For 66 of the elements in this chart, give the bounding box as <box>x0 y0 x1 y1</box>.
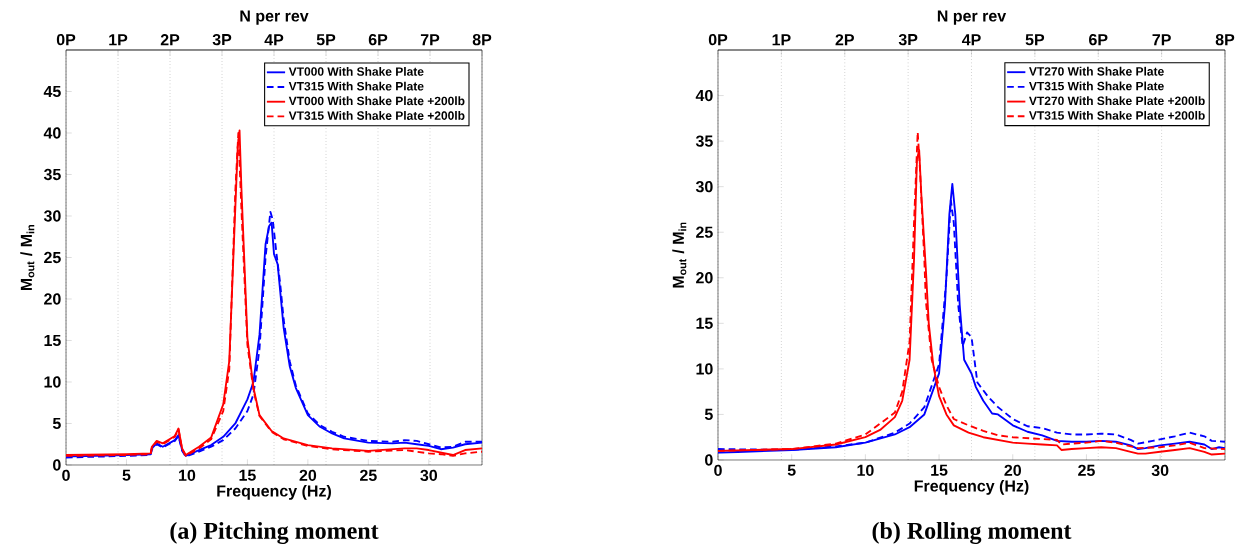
x2-tick-label: 5P <box>316 34 336 46</box>
text: (b) Rolling moment <box>872 522 1072 544</box>
x2-tick-label: 8P <box>472 33 492 46</box>
y-tick-label: 20 <box>696 272 713 284</box>
x-tick-label: 20 <box>299 469 317 482</box>
y-tick-label: 0 <box>705 454 713 466</box>
legend-label: VT000 With Shake Plate +200lb <box>288 96 465 106</box>
y-tick-label: 10 <box>44 376 61 388</box>
x2-tick-label: 3P <box>898 33 918 46</box>
x2-axis-title: N per rev <box>937 10 1007 25</box>
x2-tick-label: 7P <box>1152 34 1171 46</box>
x-tick-label: 25 <box>1078 464 1095 477</box>
y-tick-label: 20 <box>44 293 61 305</box>
x-tick-label: 30 <box>1151 464 1169 477</box>
x2-tick-label: 6P <box>368 33 388 46</box>
y-tick-label: 40 <box>695 89 713 102</box>
x2-tick-label: 4P <box>961 34 981 46</box>
legend-label: VT315 With Shake Plate +200lb <box>288 111 465 120</box>
x2-tick-label: 5P <box>1025 34 1045 46</box>
x-tick-label: 0 <box>714 464 722 477</box>
y-tick-label: 35 <box>43 168 61 181</box>
legend-label: VT315 With Shake Plate <box>288 81 424 91</box>
x2-tick-label: 1P <box>109 34 128 46</box>
y-tick-label: 30 <box>43 210 61 222</box>
x-tick-label: 15 <box>931 464 948 476</box>
x2-tick-label: 2P <box>835 34 854 46</box>
x-tick-label: 0 <box>62 469 70 482</box>
legend-label: VT000 With Shake Plate <box>288 66 424 76</box>
y-tick-label: 5 <box>52 417 61 430</box>
x2-tick-label: 7P <box>420 34 440 46</box>
x2-tick-label: 0P <box>708 33 728 46</box>
y-tick-label: 30 <box>695 180 713 193</box>
x2-tick-label: 3P <box>212 33 232 46</box>
y-tick-label: 45 <box>43 85 61 98</box>
y-tick-label: 25 <box>44 251 61 264</box>
y-tick-label: 10 <box>696 363 713 375</box>
x2-tick-label: 6P <box>1089 33 1108 46</box>
x-tick-label: 10 <box>179 469 196 482</box>
y-tick-label: 25 <box>696 226 713 238</box>
text: (a) Pitching moment <box>170 522 379 544</box>
y-tick-label: 15 <box>44 334 61 347</box>
x-tick-label: 15 <box>239 469 256 481</box>
x2-axis-title: N per rev <box>240 10 309 25</box>
y-tick-label: 5 <box>704 408 713 420</box>
x2-tick-label: 8P <box>1215 33 1235 46</box>
x-tick-label: 30 <box>420 469 438 482</box>
y-tick-label: 35 <box>695 135 713 147</box>
x2-tick-label: 1P <box>772 34 791 46</box>
x-tick-label: 25 <box>360 469 377 482</box>
y-tick-label: 15 <box>696 317 713 329</box>
x2-tick-label: 0P <box>56 33 76 46</box>
x2-tick-label: 2P <box>160 34 180 46</box>
y-tick-label: 40 <box>43 127 61 139</box>
y-axis-title: M$_{out}$ / M$_{in}$ <box>20 225 35 291</box>
x-tick-label: 5 <box>122 469 131 481</box>
legend-label: VT315 With Shake Plate <box>1029 81 1164 91</box>
legend-label: VT315 With Shake Plate +200lb <box>1029 110 1205 120</box>
x-axis-title: Frequency (Hz) <box>914 479 1029 495</box>
y-axis-title: M$_{out}$ / M$_{in}$ <box>672 222 687 288</box>
x-tick-label: 5 <box>787 464 796 476</box>
x-tick-label: 20 <box>1004 464 1021 477</box>
x-axis-title: Frequency (Hz) <box>217 484 331 500</box>
legend-label: VT270 With Shake Plate +200lb <box>1029 96 1205 106</box>
legend-label: VT270 With Shake Plate <box>1029 66 1164 76</box>
x-tick-label: 10 <box>857 464 874 477</box>
x2-tick-label: 4P <box>264 34 284 46</box>
